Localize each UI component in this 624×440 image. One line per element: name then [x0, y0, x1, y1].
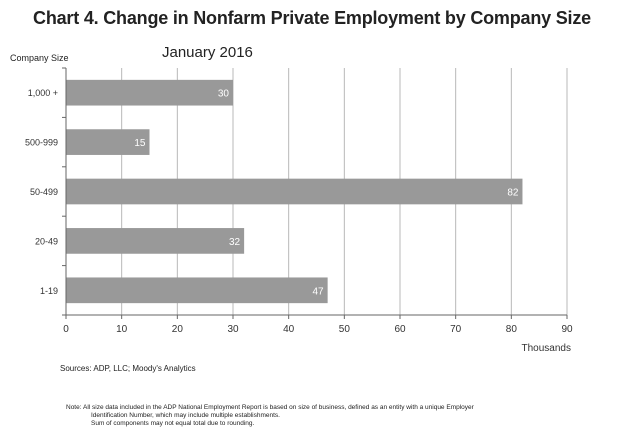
data-label: 47 — [313, 286, 325, 297]
note-line-1: Note: All size data included in the ADP … — [66, 404, 474, 411]
note-line-2: Identification Number, which may include… — [91, 412, 280, 419]
bar — [66, 178, 523, 205]
x-tick-label: 20 — [172, 324, 184, 335]
data-label: 15 — [134, 138, 146, 149]
x-tick-label: 90 — [561, 324, 573, 335]
category-label: 1-19 — [40, 286, 58, 296]
data-label: 82 — [507, 188, 519, 199]
category-label: 50-499 — [30, 187, 58, 197]
note-line-3: Sum of components may not equal total du… — [91, 420, 255, 427]
data-label: 32 — [229, 237, 241, 248]
bar — [66, 129, 150, 155]
bar — [66, 79, 233, 106]
x-tick-label: 40 — [283, 324, 295, 335]
category-label: 500-999 — [25, 138, 58, 148]
x-tick-label: 80 — [506, 324, 518, 335]
x-tick-label: 10 — [116, 324, 128, 335]
data-label: 30 — [218, 89, 230, 100]
bar — [66, 228, 245, 254]
bar — [66, 277, 328, 304]
category-label: 1,000 + — [28, 88, 58, 98]
x-tick-label: 70 — [450, 324, 462, 335]
y-axis-label: Company Size — [10, 53, 69, 63]
chart-subtitle: January 2016 — [162, 44, 253, 61]
x-tick-label: 60 — [394, 324, 406, 335]
x-tick-label: 50 — [339, 324, 351, 335]
source-text: Sources: ADP, LLC; Moody's Analytics — [60, 364, 196, 373]
chart-title: Chart 4. Change in Nonfarm Private Emplo… — [33, 8, 591, 28]
note-text: Note: All size data included in the ADP … — [66, 404, 586, 428]
x-axis-label: Thousands — [522, 343, 571, 354]
category-label: 20-49 — [35, 236, 58, 246]
x-tick-label: 0 — [63, 324, 69, 335]
x-tick-label: 30 — [227, 324, 239, 335]
